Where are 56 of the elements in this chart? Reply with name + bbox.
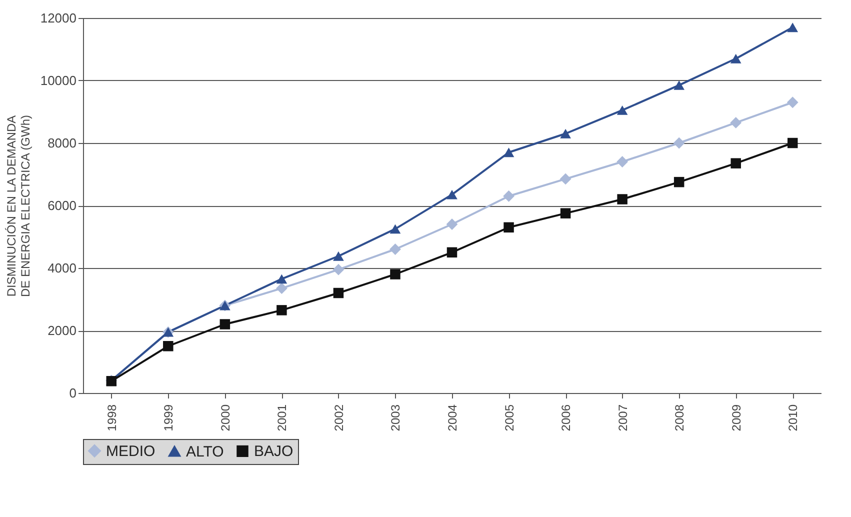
x-tick-label: 2008 xyxy=(672,404,687,432)
x-tick-label: 2001 xyxy=(275,404,290,432)
x-tick-label: 2010 xyxy=(786,404,800,432)
point xyxy=(730,54,742,64)
x-tick-label: 2004 xyxy=(446,404,460,432)
point xyxy=(276,274,288,284)
point xyxy=(786,96,798,108)
x-tick-label: 2000 xyxy=(218,404,232,432)
legend-label: BAJO xyxy=(254,443,294,460)
point xyxy=(730,158,741,168)
point xyxy=(560,128,571,138)
x-tick-label: 2007 xyxy=(616,404,630,432)
y-tick-label: 8000 xyxy=(48,136,76,150)
x-tick-label: 2006 xyxy=(559,404,574,432)
point xyxy=(787,138,798,148)
point xyxy=(673,137,685,149)
y-tick-label: 6000 xyxy=(48,198,76,213)
point xyxy=(390,244,401,255)
point xyxy=(560,208,571,218)
point xyxy=(446,190,458,200)
point xyxy=(276,282,288,294)
point xyxy=(617,194,628,204)
x-tick-label: 2003 xyxy=(388,404,403,432)
point xyxy=(730,116,742,128)
point xyxy=(276,305,287,316)
point xyxy=(332,264,344,276)
point xyxy=(333,251,344,261)
point xyxy=(674,80,684,90)
point xyxy=(560,173,572,185)
x-tick-label: 1998 xyxy=(104,404,119,432)
point xyxy=(390,224,401,234)
point xyxy=(674,176,684,188)
y-tick-label: 10000 xyxy=(40,73,76,88)
x-tick-label: 2005 xyxy=(502,404,516,432)
point xyxy=(333,288,344,298)
x-tick-label: 2002 xyxy=(332,404,346,432)
point xyxy=(163,341,174,352)
legend-label: ALTO xyxy=(186,443,224,460)
x-tick-label: 2009 xyxy=(729,404,744,432)
y-tick-label: 0 xyxy=(69,386,76,400)
y-tick-label: 12000 xyxy=(40,10,76,26)
point xyxy=(787,22,798,32)
point xyxy=(503,190,514,202)
point xyxy=(504,222,514,232)
y-axis-title: DISMINUCIÓN EN LA DEMANDA DE ENERGIA ELECTRICA (GWh) xyxy=(4,114,32,298)
point xyxy=(220,319,230,330)
point xyxy=(390,269,400,280)
x-tick-label: 1999 xyxy=(162,404,176,432)
point xyxy=(446,218,458,230)
point xyxy=(616,105,628,115)
point xyxy=(503,148,514,158)
y-tick-label: 4000 xyxy=(48,260,76,276)
point xyxy=(616,156,628,168)
y-tick-label: 2000 xyxy=(48,323,76,338)
legend-label: MEDIO xyxy=(106,442,156,460)
point xyxy=(446,247,458,258)
